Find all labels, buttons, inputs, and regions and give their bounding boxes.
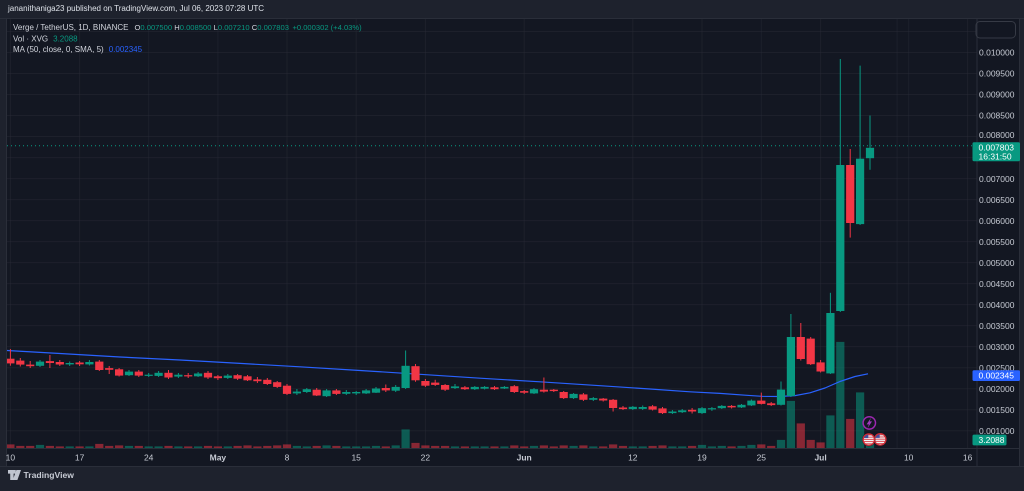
svg-text:MA (50, close, 0, SMA, 5)0.002: MA (50, close, 0, SMA, 5) 0.002345 — [13, 45, 143, 54]
svg-text:3.2088: 3.2088 — [979, 435, 1005, 445]
svg-text:0.005000: 0.005000 — [979, 258, 1015, 268]
svg-text:0.002000: 0.002000 — [979, 384, 1015, 394]
svg-text:0.005500: 0.005500 — [979, 237, 1015, 247]
svg-text:Jun: Jun — [517, 453, 532, 463]
svg-text:0.002345: 0.002345 — [979, 371, 1015, 381]
svg-text:12: 12 — [628, 453, 638, 463]
svg-text:19: 19 — [697, 453, 707, 463]
svg-text:0.009000: 0.009000 — [979, 90, 1015, 100]
svg-text:0.010000: 0.010000 — [979, 48, 1015, 58]
svg-text:0.003500: 0.003500 — [979, 321, 1015, 331]
svg-text:10: 10 — [6, 453, 16, 463]
svg-text:0.003000: 0.003000 — [979, 342, 1015, 352]
svg-text:25: 25 — [757, 453, 767, 463]
svg-text:10: 10 — [904, 453, 914, 463]
svg-text:16: 16 — [963, 453, 973, 463]
svg-text:0.008500: 0.008500 — [979, 111, 1015, 121]
svg-text:0.009500: 0.009500 — [979, 69, 1015, 79]
svg-text:0.004500: 0.004500 — [979, 279, 1015, 289]
svg-text:0.006500: 0.006500 — [979, 195, 1015, 205]
svg-text:0.006000: 0.006000 — [979, 216, 1015, 226]
svg-text:0.002500: 0.002500 — [979, 363, 1015, 373]
svg-text:Jul: Jul — [814, 453, 826, 463]
svg-text:0.004000: 0.004000 — [979, 300, 1015, 310]
svg-text:22: 22 — [421, 453, 431, 463]
svg-text:May: May — [210, 453, 227, 463]
svg-text:8: 8 — [285, 453, 290, 463]
svg-text:15: 15 — [351, 453, 361, 463]
svg-text:0.007803: 0.007803 — [979, 143, 1015, 153]
svg-text:24: 24 — [144, 453, 154, 463]
svg-text:16:31:50: 16:31:50 — [979, 152, 1012, 162]
svg-text:0.008000: 0.008000 — [979, 130, 1015, 140]
svg-text:17: 17 — [75, 453, 85, 463]
svg-text:0.007000: 0.007000 — [979, 174, 1015, 184]
svg-text:0.001000: 0.001000 — [979, 426, 1015, 436]
svg-text:0.001500: 0.001500 — [979, 405, 1015, 415]
